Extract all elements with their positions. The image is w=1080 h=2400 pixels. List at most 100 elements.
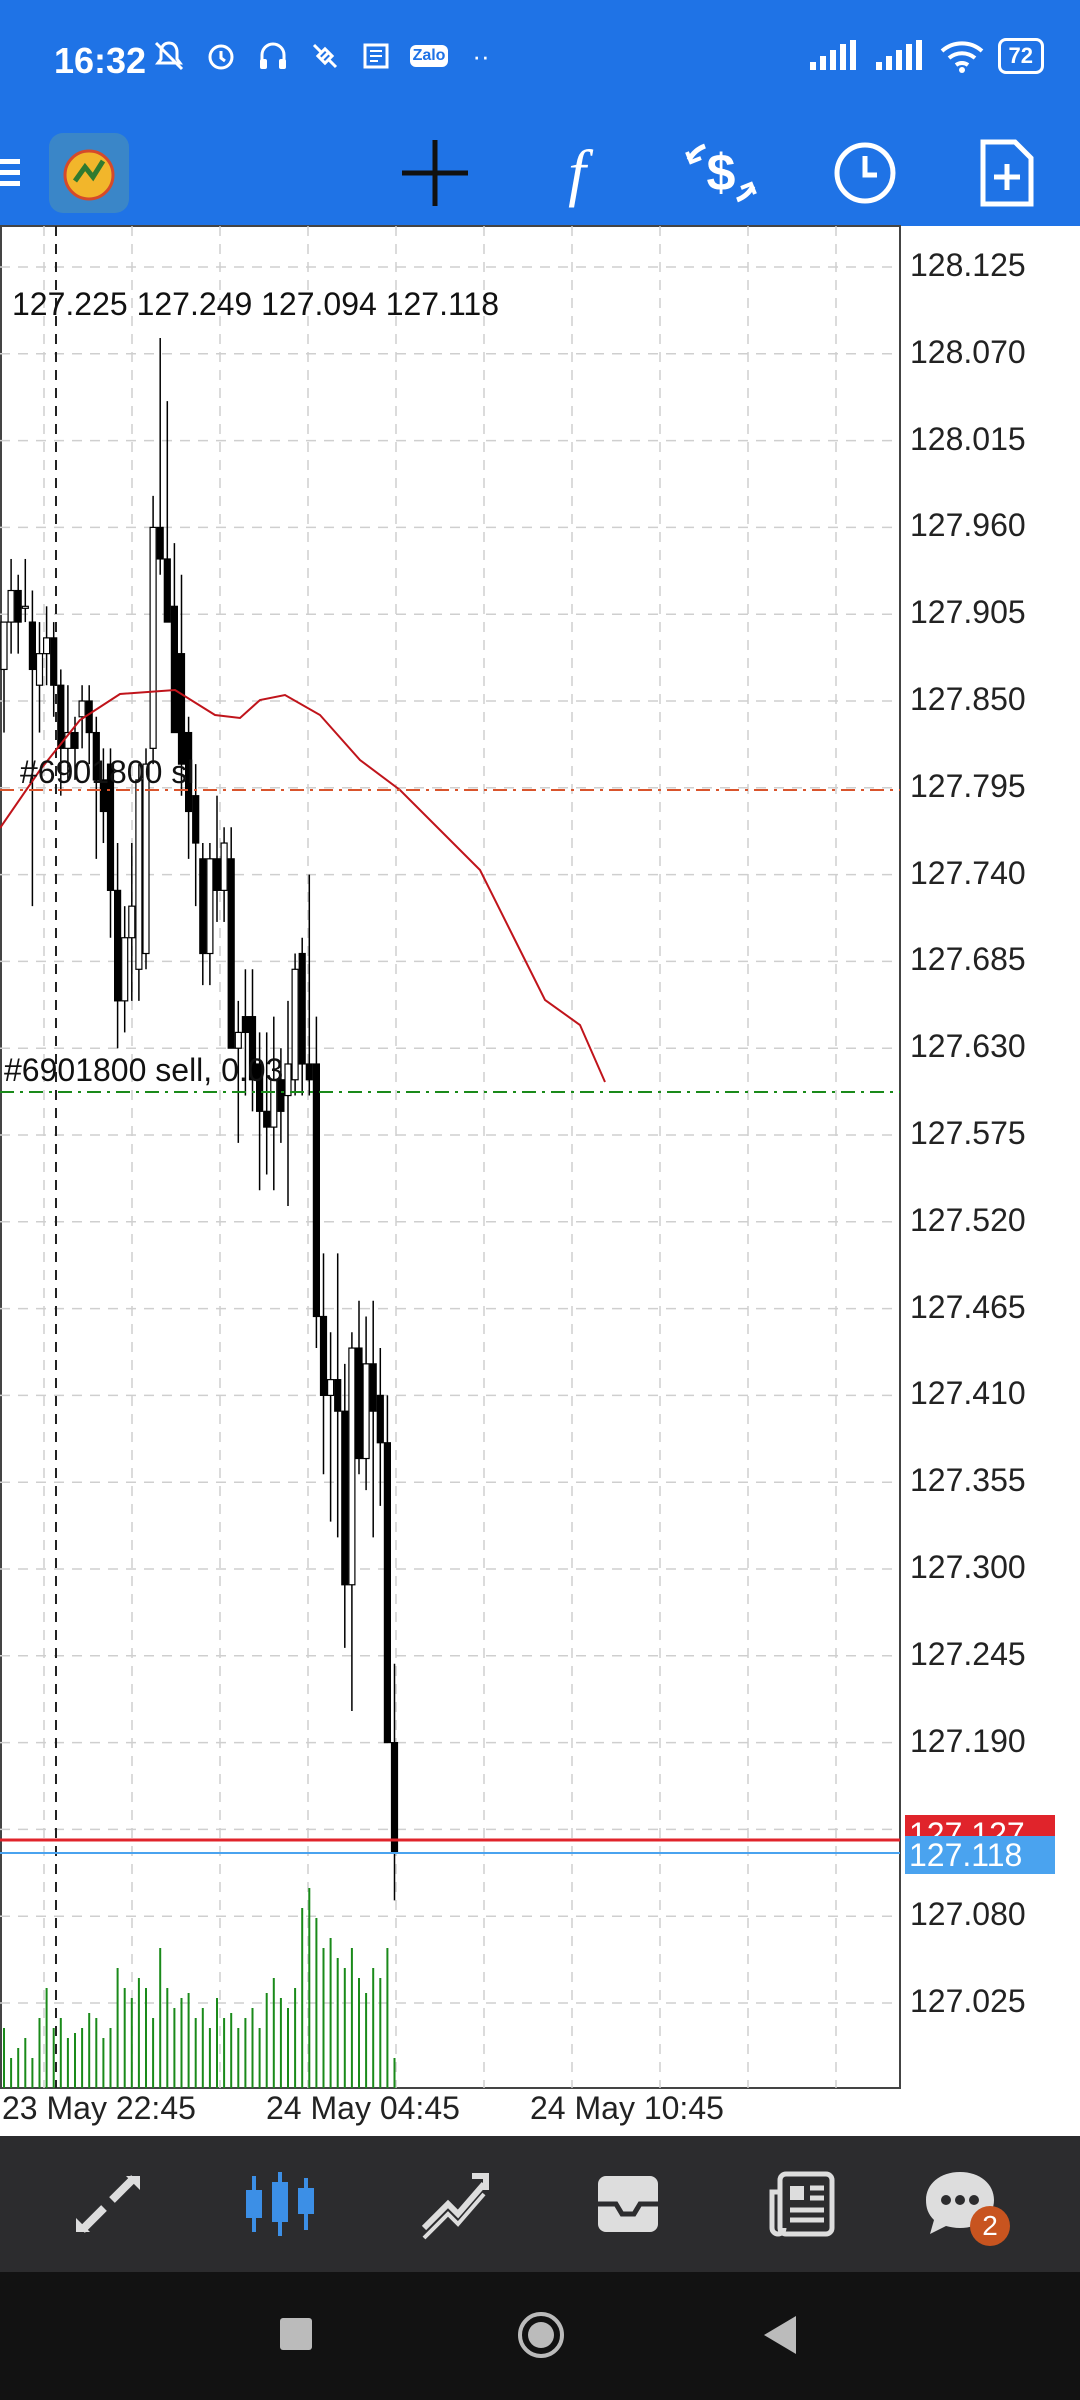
candle-body: [156, 526, 164, 560]
candle-body: [170, 605, 178, 734]
candle-body: [35, 653, 44, 686]
history-icon[interactable]: [578, 2156, 678, 2252]
candle-body: [57, 684, 65, 749]
signal-icon: [809, 40, 856, 70]
price-label: 127.465: [910, 1288, 1026, 1325]
candle-body: [319, 1315, 328, 1397]
price-label: 127.630: [910, 1028, 1026, 1065]
news-icon: [358, 38, 396, 74]
candle-body: [99, 779, 108, 813]
candle-body: [199, 858, 207, 955]
status-time: 16:32: [54, 40, 147, 81]
candle-body: [128, 905, 136, 939]
candle-body: [113, 889, 122, 1002]
time-label-2: 24 May 10:45: [530, 2090, 724, 2126]
candle-body: [21, 605, 29, 609]
candle-body: [383, 1442, 391, 1744]
price-label: 127.355: [910, 1462, 1026, 1499]
status-bar: 16:32 Zalo ·· 72: [0, 0, 1080, 118]
price-label: 127.410: [910, 1375, 1026, 1412]
chat-badge: 2: [970, 2206, 1010, 2246]
candle-body: [312, 1063, 320, 1318]
candle-body: [192, 795, 200, 844]
symbol-icon[interactable]: $: [676, 128, 766, 218]
candle-body: [78, 700, 86, 718]
candle-body: [341, 1410, 349, 1586]
candle-body: [28, 621, 36, 671]
candle-body: [369, 1363, 377, 1412]
battery-indicator: 72: [997, 38, 1044, 74]
chat-icon[interactable]: 2: [910, 2156, 1010, 2252]
candle-body: [220, 842, 228, 891]
candle-body: [85, 700, 93, 734]
candle-body: [277, 1079, 285, 1112]
charts-icon[interactable]: [230, 2156, 330, 2252]
candle-body: [248, 1016, 257, 1081]
satellite-icon: [306, 38, 344, 74]
time-label-0: 23 May 22:45: [2, 2090, 196, 2126]
status-right: 72: [808, 38, 1044, 74]
candle-body: [106, 763, 115, 891]
mute-icon: [150, 38, 188, 74]
news-nav-icon[interactable]: [752, 2156, 852, 2252]
alarm-icon: [202, 38, 240, 74]
menu-icon[interactable]: [0, 128, 30, 218]
headset-icon: [254, 38, 292, 74]
price-label: 127.300: [910, 1549, 1026, 1585]
objects-icon[interactable]: [962, 128, 1052, 218]
candle-body: [50, 637, 58, 686]
candle-body: [256, 1063, 264, 1112]
candle-body: [305, 1063, 313, 1081]
order-label: #6901800 sell, 0.03: [4, 1052, 284, 1088]
system-navigation: [0, 2272, 1080, 2400]
candle-body: [135, 779, 143, 970]
indicators-icon[interactable]: f: [568, 137, 586, 208]
price-label: 128.125: [910, 247, 1026, 283]
candle-body: [355, 1347, 363, 1460]
price-label: 127.905: [910, 594, 1026, 631]
app-logo-icon[interactable]: [44, 128, 134, 218]
timeframe-icon[interactable]: [820, 128, 910, 218]
candle-body: [234, 1031, 242, 1049]
candle-body: [177, 653, 186, 765]
candle-body: [284, 1063, 292, 1097]
price-label: 127.025: [910, 1983, 1026, 2019]
bottom-navigation: 2: [0, 2136, 1080, 2272]
candle-body: [149, 526, 157, 749]
chart-toolbar: f $: [0, 118, 1080, 226]
ohlc-readout: 127.225 127.249 127.094 127.118: [12, 286, 499, 322]
price-chart[interactable]: [0, 0, 1080, 2136]
zalo-icon: Zalo: [409, 38, 449, 74]
moving-average-line: [0, 688, 606, 1083]
candle-body: [213, 858, 221, 891]
recent-apps-button[interactable]: [278, 2316, 314, 2357]
notification-icons: Zalo ··: [150, 38, 500, 74]
crosshair-icon[interactable]: [390, 128, 480, 218]
candle-body: [376, 1394, 384, 1444]
price-label: 127.520: [910, 1201, 1026, 1238]
price-label: 128.015: [910, 420, 1026, 457]
candle-body: [0, 621, 8, 671]
price-label: 127.575: [910, 1115, 1026, 1151]
candle-body: [163, 558, 171, 623]
back-button[interactable]: [760, 2314, 800, 2361]
order-sl-label: #6901800 sl: [20, 754, 195, 790]
price-label: 127.960: [910, 507, 1026, 544]
trade-icon[interactable]: [404, 2156, 504, 2252]
candle-body: [362, 1363, 370, 1460]
candle-body: [263, 1110, 271, 1128]
home-button[interactable]: [516, 2310, 566, 2365]
bid-price-tag: 127.118: [905, 1836, 1055, 1874]
price-label: 127.740: [910, 854, 1026, 891]
quotes-icon[interactable]: [58, 2156, 158, 2252]
candle-body: [7, 589, 15, 623]
candle-body: [241, 1016, 249, 1034]
candle-body: [390, 1741, 399, 1854]
price-label: 127.190: [910, 1722, 1026, 1759]
price-label: 128.070: [910, 333, 1026, 370]
time-label-1: 24 May 04:45: [266, 2090, 460, 2126]
candle-body: [42, 637, 51, 655]
candle-body: [14, 589, 22, 623]
candle-body: [185, 731, 193, 813]
more-icon: ··: [472, 40, 490, 71]
